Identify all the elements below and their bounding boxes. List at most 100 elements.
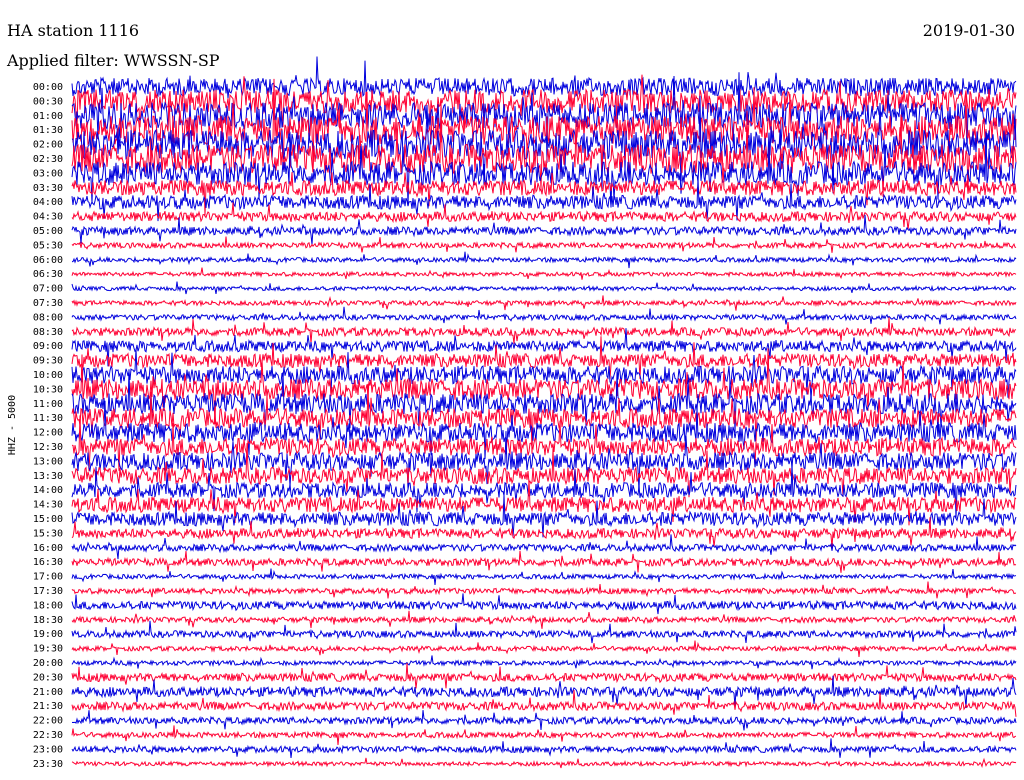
trace-0030: [71, 74, 1017, 139]
trace-group: [71, 56, 1017, 769]
time-tick-label: 16:30: [33, 557, 63, 568]
time-tick-label: 19:30: [33, 644, 63, 655]
trace-1530: [71, 517, 1017, 549]
time-tick-label: 17:30: [33, 586, 63, 597]
trace-1800: [71, 593, 1017, 615]
trace-1200: [71, 400, 1017, 460]
trace-1230: [71, 415, 1017, 472]
trace-1930: [71, 640, 1017, 657]
trace-2000: [71, 655, 1017, 670]
time-tick-label: 05:30: [33, 240, 63, 251]
trace-0500: [71, 214, 1017, 245]
trace-2200: [71, 710, 1017, 731]
time-tick-label: 01:00: [33, 111, 63, 122]
trace-1830: [71, 610, 1017, 629]
trace-0830: [71, 317, 1017, 344]
trace-2100: [71, 675, 1017, 708]
time-tick-label: 20:00: [33, 658, 63, 669]
time-tick-label: 09:00: [33, 341, 63, 352]
time-tick-group: 00:00 00:30 01:00 01:30 02:00 02:30 03:00 03:30…: [33, 82, 63, 770]
trace-0300: [71, 131, 1017, 208]
trace-1130: [71, 383, 1017, 454]
filter-label: Applied filter: WWSSN-SP: [6, 51, 220, 70]
time-tick-label: 20:30: [33, 672, 63, 683]
time-tick-label: 03:30: [33, 183, 63, 194]
trace-0930: [71, 336, 1017, 380]
trace-0900: [71, 328, 1017, 367]
trace-2130: [71, 689, 1017, 717]
trace-0600: [71, 251, 1017, 269]
time-tick-label: 11:00: [33, 399, 63, 410]
time-tick-label: 02:00: [33, 140, 63, 151]
time-tick-label: 11:30: [33, 413, 63, 424]
time-tick-label: 03:00: [33, 168, 63, 179]
trace-0800: [71, 306, 1017, 325]
time-tick-label: 22:30: [33, 730, 63, 741]
time-tick-label: 18:00: [33, 600, 63, 611]
time-tick-label: 07:30: [33, 298, 63, 309]
channel-axis-label: HHZ - 5000: [7, 395, 18, 455]
time-tick-label: 12:30: [33, 442, 63, 453]
date-label: 2019-01-30: [923, 21, 1015, 40]
time-tick-label: 04:30: [33, 212, 63, 223]
trace-1300: [71, 431, 1017, 492]
time-tick-label: 10:00: [33, 370, 63, 381]
time-tick-label: 05:00: [33, 226, 63, 237]
trace-1100: [71, 369, 1017, 434]
time-tick-label: 17:00: [33, 572, 63, 583]
trace-1730: [71, 581, 1017, 599]
time-tick-label: 18:30: [33, 615, 63, 626]
trace-1000: [71, 348, 1017, 403]
trace-0630: [71, 267, 1017, 280]
time-tick-label: 10:30: [33, 384, 63, 395]
time-tick-label: 15:30: [33, 528, 63, 539]
trace-0200: [71, 95, 1017, 194]
time-tick-label: 12:00: [33, 428, 63, 439]
trace-1900: [71, 620, 1017, 644]
time-tick-label: 14:00: [33, 485, 63, 496]
time-tick-label: 08:00: [33, 312, 63, 323]
trace-0730: [71, 295, 1017, 311]
trace-1500: [71, 494, 1017, 538]
time-tick-label: 13:00: [33, 456, 63, 467]
station-title: HA station 1116: [7, 21, 139, 40]
time-tick-label: 08:30: [33, 327, 63, 338]
time-tick-label: 00:00: [33, 82, 63, 93]
time-tick-label: 07:00: [33, 284, 63, 295]
time-tick-label: 02:30: [33, 154, 63, 165]
trace-2230: [71, 725, 1017, 745]
time-tick-label: 13:30: [33, 471, 63, 482]
time-tick-label: 21:30: [33, 701, 63, 712]
trace-1630: [71, 550, 1017, 573]
trace-1600: [71, 534, 1017, 560]
trace-0130: [71, 78, 1017, 170]
trace-0330: [71, 162, 1017, 216]
time-tick-label: 04:00: [33, 197, 63, 208]
trace-0230: [71, 101, 1017, 197]
time-tick-label: 00:30: [33, 96, 63, 107]
trace-2300: [71, 738, 1017, 758]
trace-1700: [71, 568, 1017, 585]
time-tick-label: 09:30: [33, 356, 63, 367]
trace-0530: [71, 236, 1017, 253]
time-tick-label: 06:00: [33, 255, 63, 266]
time-tick-label: 16:00: [33, 543, 63, 554]
trace-0000: [71, 56, 1017, 99]
time-tick-label: 21:00: [33, 687, 63, 698]
trace-0700: [71, 281, 1017, 295]
trace-0430: [71, 202, 1017, 230]
trace-1400: [71, 463, 1017, 519]
trace-1430: [71, 479, 1017, 526]
time-tick-label: 22:00: [33, 716, 63, 727]
time-tick-label: 23:00: [33, 744, 63, 755]
time-tick-label: 19:00: [33, 629, 63, 640]
trace-2330: [71, 757, 1017, 769]
time-tick-label: 23:30: [33, 759, 63, 770]
time-tick-label: 15:00: [33, 514, 63, 525]
time-tick-label: 06:30: [33, 269, 63, 280]
trace-1030: [71, 348, 1017, 425]
trace-1330: [71, 443, 1017, 498]
trace-0400: [71, 177, 1017, 222]
time-tick-label: 01:30: [33, 125, 63, 136]
